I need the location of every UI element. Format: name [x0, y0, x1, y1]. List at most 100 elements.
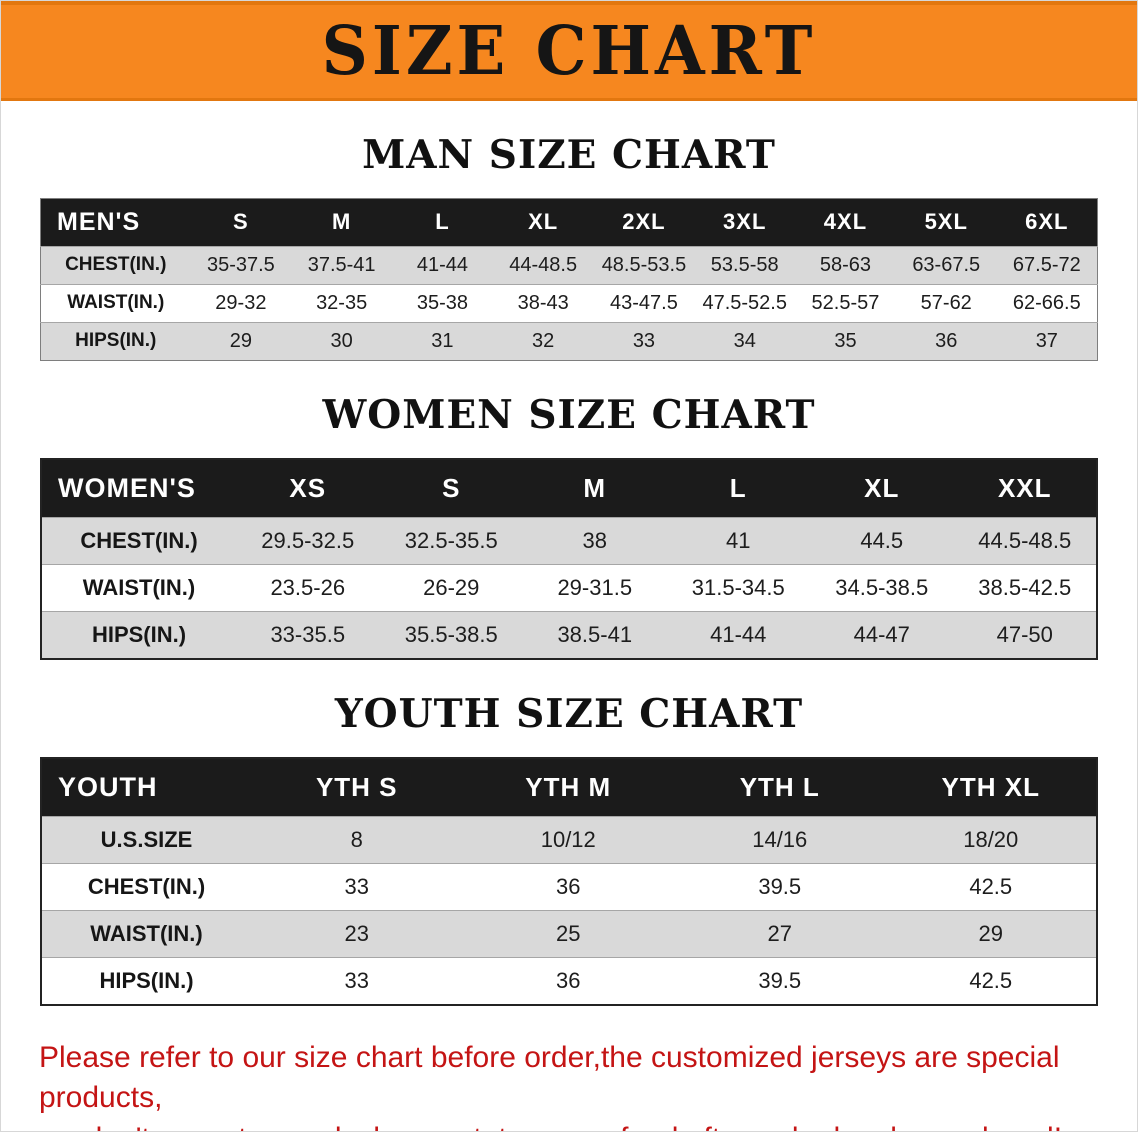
row-label-cell: HIPS(IN.): [40, 321, 191, 361]
measurement-cell: 41-44: [666, 610, 810, 659]
measurement-cell: 42.5: [885, 956, 1097, 1005]
measurement-cell: 58-63: [795, 245, 896, 285]
size-column-header: YTH L: [674, 757, 886, 817]
table-row: U.S.SIZE 8 10/12 14/16 18/20: [41, 815, 1097, 864]
measurement-cell: 29-31.5: [523, 563, 667, 612]
size-column-header: M: [291, 198, 393, 247]
row-label-cell: CHEST(IN.): [40, 245, 191, 285]
measurement-cell: 32-35: [291, 283, 393, 323]
women-size-table: WOMEN'S XS S M L XL XXL CHEST(IN.) 29.5-32.5 32.5…: [40, 457, 1098, 660]
measurement-cell: 63-67.5: [895, 245, 997, 285]
row-label-cell: WAIST(IN.): [41, 563, 236, 612]
row-label-cell: WAIST(IN.): [41, 909, 251, 958]
size-column-header: 2XL: [593, 198, 695, 247]
measurement-cell: 33: [593, 321, 695, 361]
disclaimer-line-1: Please refer to our size chart before or…: [39, 1040, 1060, 1115]
table-header-row: WOMEN'S XS S M L XL XXL: [41, 458, 1097, 518]
disclaimer: Please refer to our size chart before or…: [39, 1038, 1099, 1131]
size-column-header: S: [190, 198, 292, 247]
measurement-cell: 35: [795, 321, 896, 361]
measurement-cell: 33: [251, 956, 463, 1005]
measurement-cell: 38.5-42.5: [953, 563, 1097, 612]
size-column-header: YTH XL: [885, 757, 1097, 817]
measurement-cell: 38-43: [492, 283, 594, 323]
size-column-header: XL: [810, 458, 954, 518]
banner: SIZE CHART: [1, 1, 1137, 101]
measurement-cell: 39.5: [674, 956, 886, 1005]
measurement-cell: 36: [462, 862, 674, 911]
measurement-cell: 42.5: [885, 862, 1097, 911]
measurement-cell: 34.5-38.5: [810, 563, 954, 612]
table-title-cell: YOUTH: [41, 757, 251, 817]
measurement-cell: 35-37.5: [190, 245, 292, 285]
size-column-header: 4XL: [795, 198, 896, 247]
measurement-cell: 31: [392, 321, 493, 361]
table-row: CHEST(IN.) 29.5-32.5 32.5-35.5 38 41 44.5 44.5…: [41, 516, 1097, 565]
measurement-cell: 35-38: [392, 283, 493, 323]
measurement-cell: 47.5-52.5: [694, 283, 796, 323]
measurement-cell: 52.5-57: [795, 283, 896, 323]
measurement-cell: 53.5-58: [694, 245, 796, 285]
size-column-header: L: [392, 198, 493, 247]
women-section-heading: WOMEN SIZE CHART: [322, 391, 816, 438]
table-row: WAIST(IN.) 29-32 32-35 35-38 38-43 43-47.5 47.…: [40, 283, 1098, 323]
measurement-cell: 33: [251, 862, 463, 911]
measurement-cell: 37: [996, 321, 1098, 361]
table-row: HIPS(IN.) 33-35.5 35.5-38.5 38.5-41 41-44 44-…: [41, 610, 1097, 659]
measurement-cell: 62-66.5: [996, 283, 1098, 323]
measurement-cell: 43-47.5: [593, 283, 695, 323]
measurement-cell: 38: [523, 516, 667, 565]
men-section-heading: MAN SIZE CHART: [362, 132, 776, 178]
measurement-cell: 29: [190, 321, 292, 361]
measurement-cell: 32.5-35.5: [379, 516, 523, 565]
measurement-cell: 26-29: [379, 563, 523, 612]
size-column-header: 5XL: [895, 198, 997, 247]
row-label-cell: U.S.SIZE: [41, 815, 251, 864]
men-size-section: MAN SIZE CHART MEN'S S M L XL 2XL 3XL 4XL 5XL 6XL…: [1, 134, 1137, 361]
youth-size-section: YOUTH SIZE CHART YOUTH YTH S YTH M YTH L YTH…: [1, 692, 1137, 1006]
measurement-cell: 29: [885, 909, 1097, 958]
measurement-cell: 41: [666, 516, 810, 565]
measurement-cell: 35.5-38.5: [379, 610, 523, 659]
measurement-cell: 31.5-34.5: [666, 563, 810, 612]
table-title-cell: MEN'S: [40, 198, 191, 247]
row-label-cell: CHEST(IN.): [41, 862, 251, 911]
row-label-cell: WAIST(IN.): [40, 283, 191, 323]
table-title-cell: WOMEN'S: [41, 458, 236, 518]
measurement-cell: 30: [291, 321, 393, 361]
measurement-cell: 44-48.5: [492, 245, 594, 285]
table-row: WAIST(IN.) 23.5-26 26-29 29-31.5 31.5-34.5 34…: [41, 563, 1097, 612]
measurement-cell: 41-44: [392, 245, 493, 285]
size-column-header: 6XL: [996, 198, 1098, 247]
size-column-header: S: [379, 458, 523, 518]
measurement-cell: 27: [674, 909, 886, 958]
table-row: HIPS(IN.) 33 36 39.5 42.5: [41, 956, 1097, 1005]
measurement-cell: 8: [251, 815, 463, 864]
measurement-cell: 37.5-41: [291, 245, 393, 285]
table-row: HIPS(IN.) 29 30 31 32 33 34 35 36 37: [40, 321, 1098, 361]
measurement-cell: 34: [694, 321, 796, 361]
measurement-cell: 29.5-32.5: [236, 516, 380, 565]
size-column-header: XL: [492, 198, 594, 247]
measurement-cell: 23.5-26: [236, 563, 380, 612]
row-label-cell: HIPS(IN.): [41, 610, 236, 659]
measurement-cell: 57-62: [895, 283, 997, 323]
row-label-cell: HIPS(IN.): [41, 956, 251, 1005]
youth-size-table: YOUTH YTH S YTH M YTH L YTH XL U.S.SIZE 8 10/12…: [40, 756, 1098, 1006]
size-column-header: XS: [236, 458, 380, 518]
table-row: CHEST(IN.) 33 36 39.5 42.5: [41, 862, 1097, 911]
measurement-cell: 67.5-72: [996, 245, 1098, 285]
measurement-cell: 32: [492, 321, 594, 361]
table-header-row: YOUTH YTH S YTH M YTH L YTH XL: [41, 757, 1097, 817]
size-column-header: YTH M: [462, 757, 674, 817]
measurement-cell: 44-47: [810, 610, 954, 659]
measurement-cell: 10/12: [462, 815, 674, 864]
measurement-cell: 33-35.5: [236, 610, 380, 659]
row-label-cell: CHEST(IN.): [41, 516, 236, 565]
measurement-cell: 25: [462, 909, 674, 958]
table-header-row: MEN'S S M L XL 2XL 3XL 4XL 5XL 6XL: [40, 198, 1098, 247]
size-column-header: YTH S: [251, 757, 463, 817]
measurement-cell: 36: [462, 956, 674, 1005]
measurement-cell: 14/16: [674, 815, 886, 864]
